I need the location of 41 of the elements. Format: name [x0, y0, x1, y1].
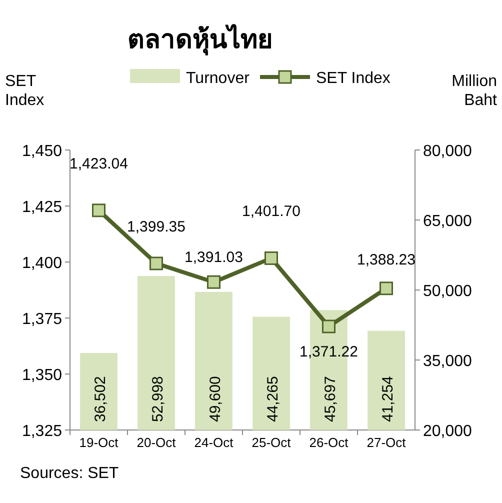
y-axis-title: SET Index [5, 73, 44, 109]
data-label: 1,401.70 [242, 203, 300, 220]
y2-tick-label: 65,000 [423, 213, 472, 230]
data-label: 44,265 [264, 376, 282, 422]
x-tick-label: 19-Oct [79, 435, 119, 450]
data-label: 52,998 [149, 376, 166, 422]
point [207, 275, 220, 289]
x-tick-label: 25-Oct [252, 435, 292, 450]
y-tick-label: 1,450 [22, 143, 62, 160]
y-tick-label: 1,325 [22, 423, 62, 440]
point [322, 320, 336, 334]
source-note: Sources: SET [20, 465, 119, 482]
point [150, 256, 163, 270]
y2-tick-label: 20,000 [423, 423, 472, 440]
data-label: 1,391.03 [184, 249, 243, 266]
legend-label: Turnover [186, 70, 250, 87]
data-label: 1,371.22 [300, 343, 358, 360]
point [264, 251, 278, 265]
data-label: 49,600 [206, 376, 224, 422]
x-tick-label: 26-Oct [309, 435, 349, 450]
y2-tick-label: 50,000 [423, 283, 472, 300]
y2-axis-title: Million Baht [452, 73, 498, 109]
x-tick-label: 27-Oct [366, 435, 406, 450]
y-tick-label: 1,400 [22, 255, 62, 272]
data-label: 36,502 [92, 376, 109, 422]
point [380, 282, 393, 296]
data-label: 1,388.23 [357, 251, 416, 268]
x-tick-label: 24-Oct [194, 435, 234, 450]
data-label: 1,423.04 [70, 155, 128, 172]
chart-title: ตลาดหุ้นไทย [128, 23, 272, 56]
legend-label: SET Index [316, 70, 390, 87]
y-tick-label: 1,425 [22, 199, 62, 216]
y2-tick-label: 80,000 [423, 143, 472, 160]
x-tick-label: 20-Oct [136, 435, 176, 450]
y2-tick-label: 35,000 [423, 353, 472, 370]
data-label: 41,254 [379, 376, 396, 422]
y-tick-label: 1,375 [22, 311, 62, 328]
point [92, 204, 106, 218]
y-tick-label: 1,350 [22, 367, 62, 384]
data-label: 45,697 [322, 376, 339, 422]
data-label: 1,399.35 [127, 218, 186, 236]
